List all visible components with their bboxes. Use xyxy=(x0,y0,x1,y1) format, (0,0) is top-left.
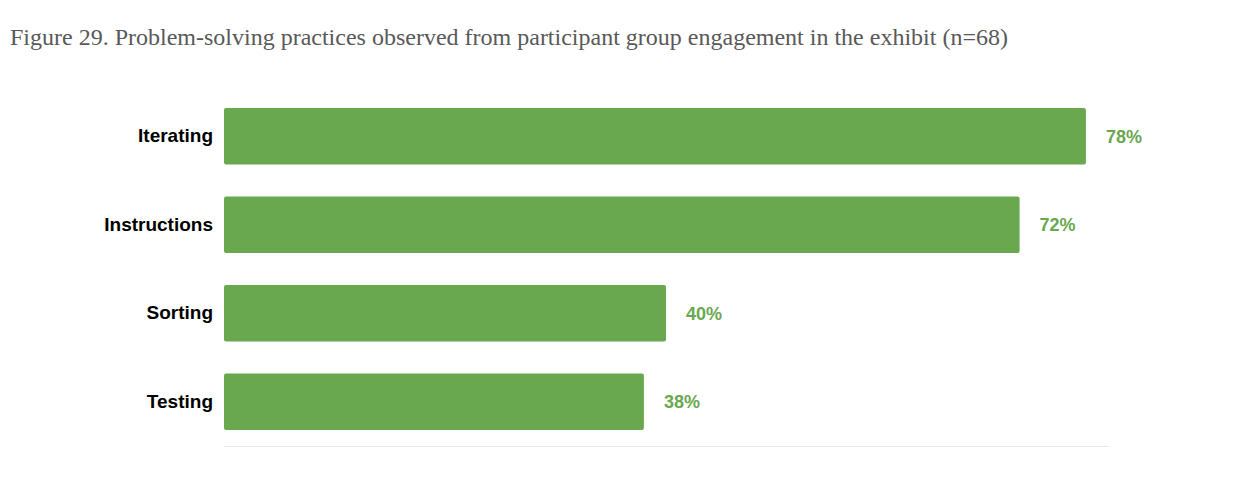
y-tick: Instructions xyxy=(104,214,224,235)
y-tick: Iterating xyxy=(138,125,224,146)
bar xyxy=(224,196,1020,253)
data-label: 38% xyxy=(664,392,700,412)
category-label: Sorting xyxy=(147,302,214,323)
bars xyxy=(224,108,1086,430)
category-label: Instructions xyxy=(104,214,213,235)
category-label: Testing xyxy=(147,391,213,412)
title: Figure 29. Problem-solving practices obs… xyxy=(10,24,1008,50)
chart: Figure 29. Problem-solving practices obs… xyxy=(0,0,1240,482)
y-axis: Iterating Instructions Sorting Testing xyxy=(104,125,224,412)
y-tick: Testing xyxy=(147,391,224,412)
data-label: 40% xyxy=(686,304,722,324)
y-tick: Sorting xyxy=(147,302,225,323)
bar xyxy=(224,108,1086,165)
x-axis-line xyxy=(225,446,1109,447)
data-label: 78% xyxy=(1106,127,1142,147)
data-labels: 78% 72% 40% 38% xyxy=(664,127,1142,413)
bar xyxy=(224,285,666,342)
bar xyxy=(224,373,644,430)
category-label: Iterating xyxy=(138,125,213,146)
title-line: Figure 29. Problem-solving practices obs… xyxy=(10,24,1008,50)
data-label: 72% xyxy=(1040,215,1076,235)
x-axis xyxy=(225,446,1109,447)
